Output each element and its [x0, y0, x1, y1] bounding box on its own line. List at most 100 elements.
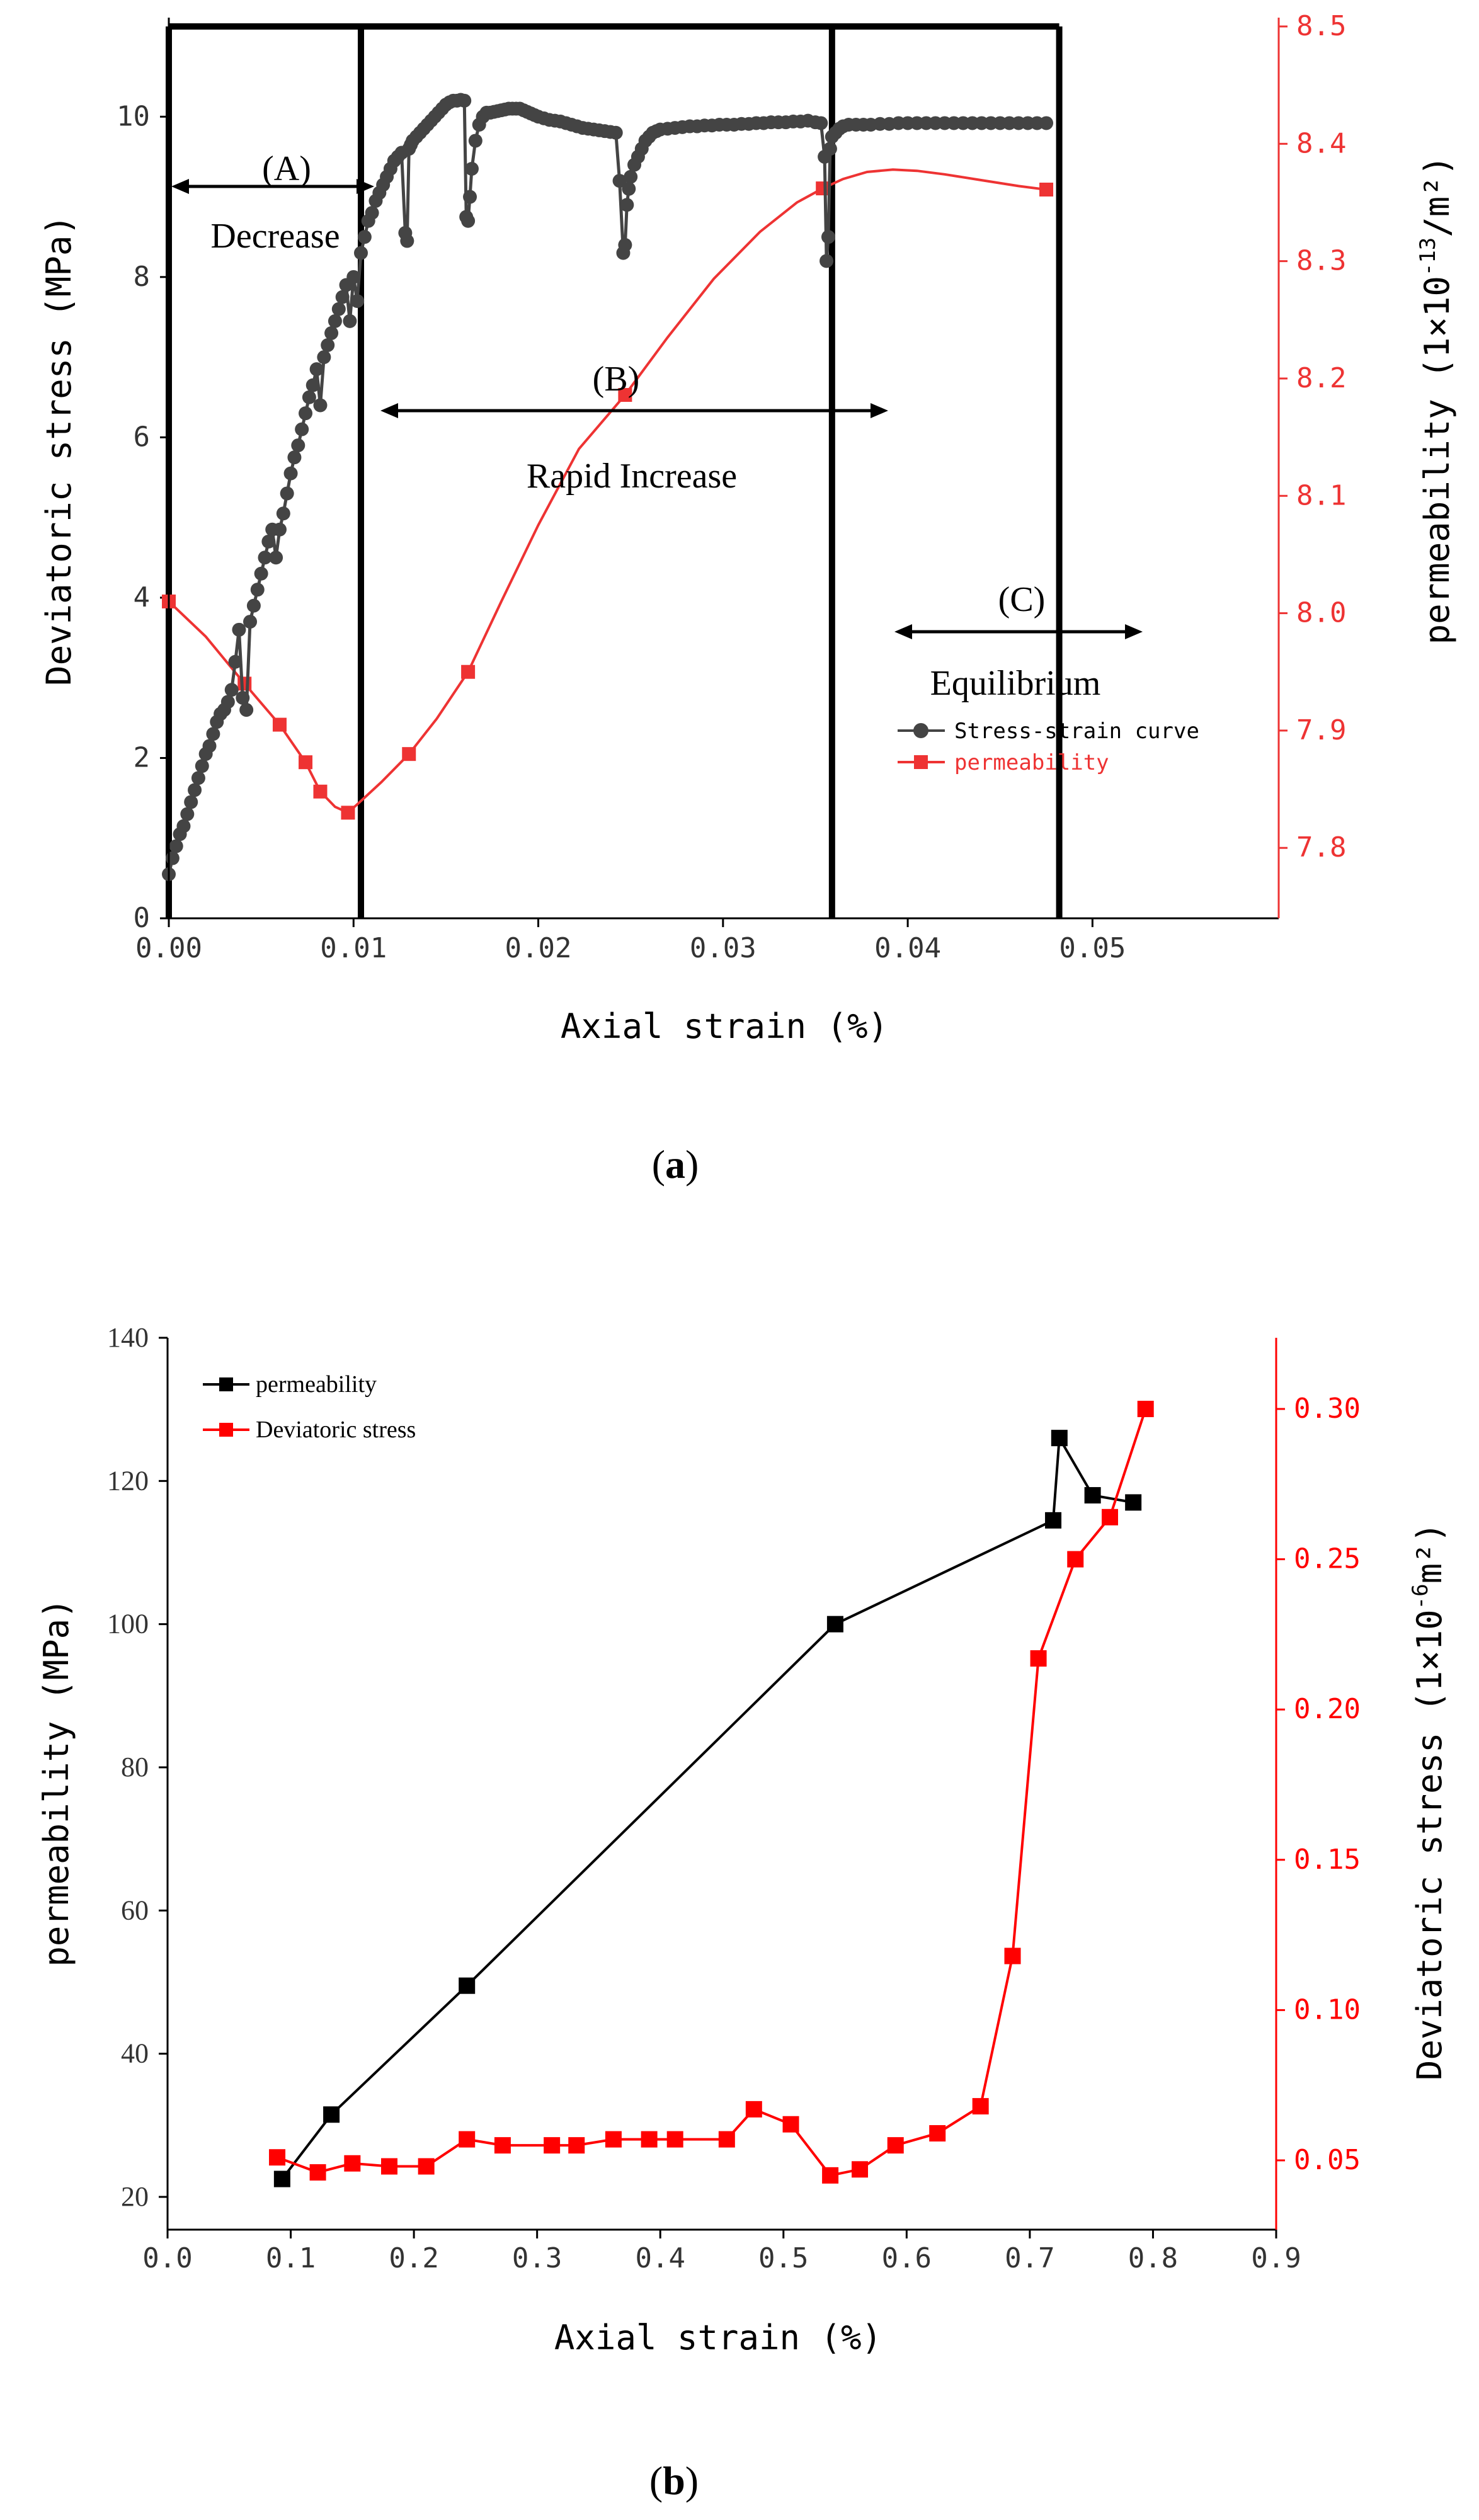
y-right-tick-label: 0.30 [1294, 1393, 1361, 1425]
stress-strain-point [357, 230, 372, 244]
y-right-tick-label: 0.05 [1294, 2144, 1361, 2176]
deviatoric-stress-point [544, 2137, 561, 2154]
stress-strain-point [328, 314, 342, 328]
deviatoric-stress-point [1102, 1508, 1118, 1525]
stress-strain-point [291, 438, 306, 453]
permeability-point [402, 747, 416, 761]
stress-strain-point [269, 550, 283, 565]
x-tick-label: 0.2 [389, 2242, 438, 2274]
stress-strain-point [195, 759, 209, 773]
y-left-tick-label: 0 [134, 902, 151, 934]
stress-strain-point [188, 783, 202, 797]
deviatoric-stress-point [605, 2131, 622, 2148]
x-tick-label: 0.5 [758, 2242, 808, 2274]
deviatoric-stress-point [568, 2137, 585, 2154]
stress-strain-point [243, 615, 258, 629]
panel-b-x-label: Axial strain (%) [554, 2318, 882, 2358]
permeability-point [237, 676, 252, 691]
stress-strain-point [821, 230, 835, 244]
legend-permeability-label: permeability [954, 750, 1109, 775]
arrow-right-head-a [357, 179, 374, 194]
y-right-tick-label: 8.5 [1296, 10, 1346, 42]
permeability-point [459, 1977, 476, 1994]
panel-a-x-label: Axial strain (%) [561, 1006, 888, 1046]
stress-strain-point [232, 622, 246, 637]
x-tick-label: 0.00 [135, 932, 202, 964]
stress-strain-point [612, 174, 627, 188]
legend-b-stress-marker [219, 1423, 233, 1437]
stress-strain-point [354, 246, 368, 260]
x-tick-label: 0.0 [142, 2242, 192, 2274]
arrow-left-head-b [380, 403, 398, 418]
arrow-left-head-a [171, 179, 189, 194]
arrow-left-head-c [894, 624, 912, 639]
permeability-point [341, 806, 355, 820]
stress-strain-point [306, 378, 320, 392]
stress-strain-point [335, 290, 350, 304]
permeability-point [1051, 1430, 1068, 1447]
stress-strain-point [246, 598, 261, 613]
stress-strain-point [457, 93, 472, 108]
deviatoric-stress-point [459, 2131, 476, 2148]
panel-b-y-right-label-main: Deviatoric stress (1×10 [1410, 1609, 1449, 2080]
deviatoric-stress-point [745, 2101, 762, 2118]
x-tick-label: 0.3 [512, 2242, 562, 2274]
stress-strain-point [400, 234, 414, 248]
permeability-point [323, 2106, 340, 2123]
permeability-point [816, 181, 830, 196]
stress-strain-point [1039, 116, 1054, 130]
permeability-line [281, 1434, 1134, 2180]
permeability-point [1084, 1487, 1101, 1504]
y-left-tick-label: 60 [121, 1895, 149, 1925]
y-left-tick-label: 6 [134, 421, 151, 453]
stress-strain-point [463, 190, 477, 204]
stress-strain-point [331, 302, 346, 316]
stress-strain-point [272, 522, 287, 537]
deviatoric-stress-point [929, 2125, 946, 2142]
stress-strain-point [236, 691, 250, 705]
region-c-annotation: (C) Equilibrium [894, 580, 1143, 703]
y-right-tick-label: 8.4 [1296, 127, 1346, 159]
stress-strain-point [618, 237, 632, 252]
stress-strain-point [317, 350, 331, 365]
stress-strain-point [239, 703, 254, 717]
stress-strain-point [313, 398, 328, 413]
deviatoric-stress-point [641, 2131, 658, 2148]
region-a-text: Decrease [210, 217, 340, 256]
panel-b-chart: 0.0 0.1 0.2 0.3 0.4 0.5 0.6 0.7 0.8 0.9 20 40 60 80 10… [37, 1322, 1449, 2503]
permeability-point [461, 664, 476, 679]
stress-strain-point [461, 214, 476, 228]
x-tick-label: 0.6 [882, 2242, 932, 2274]
y-right-tick-label: 0.10 [1294, 1993, 1361, 2026]
permeability-point [1039, 182, 1054, 197]
panel-a-y-left-label: Deviatoric stress (MPa) [39, 215, 79, 686]
permeability-point [299, 755, 313, 770]
permeability-point [1125, 1494, 1142, 1511]
legend-stress-label: Stress-strain curve [954, 719, 1199, 744]
y-right-tick-label: 0.25 [1294, 1543, 1361, 1575]
region-a-label: (A) [262, 149, 311, 188]
stress-strain-point [206, 727, 220, 741]
panel-a-y-right-label: permeability (1×10-13/m²) [1415, 156, 1457, 645]
stress-strain-point [180, 807, 195, 821]
stress-strain-point [468, 134, 483, 148]
deviatoric-stress-point [887, 2137, 904, 2154]
panel-b-caption: (b) [649, 2458, 699, 2503]
stress-strain-point [202, 739, 217, 753]
y-right-tick-label: 8.1 [1296, 479, 1346, 511]
stress-strain-point [228, 654, 243, 669]
panel-b-y-right-label-tail: m²) [1410, 1522, 1449, 1584]
stress-strain-point [254, 566, 268, 581]
stress-strain-point [299, 406, 313, 421]
panel-b-y-right-label: Deviatoric stress (1×10-6m²) [1408, 1522, 1449, 2080]
y-left-tick-label: 100 [107, 1609, 149, 1639]
stress-strain-point [250, 583, 265, 597]
deviatoric-stress-point [822, 2167, 839, 2184]
stress-strain-point [184, 795, 198, 809]
region-a-annotation: (A) Decrease [171, 149, 374, 256]
y-right-tick-label: 7.8 [1296, 831, 1346, 864]
stress-strain-point [624, 169, 638, 184]
region-b-text: Rapid Increase [527, 457, 737, 496]
y-right-tick-label: 7.9 [1296, 714, 1346, 746]
